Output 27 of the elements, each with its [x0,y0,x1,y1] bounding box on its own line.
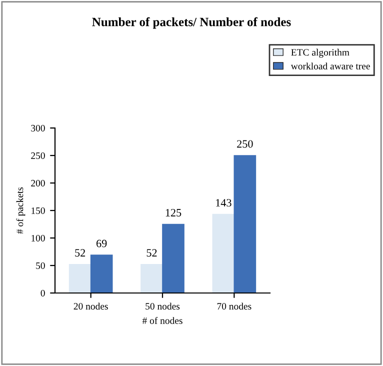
bar [212,214,235,293]
y-tick-label: 150 [32,207,45,214]
y-axis-title: # of packets [16,187,26,234]
y-tick-label: 50 [36,262,45,269]
x-tick-label: 50 nodes [146,302,180,310]
data-label: 52 [146,249,157,257]
data-label: 69 [96,240,107,248]
legend-label: workload aware tree [290,62,370,70]
bar [162,224,184,293]
y-tick-label: 250 [31,152,45,159]
bar [90,254,113,293]
y-tick-label: 100 [32,234,45,242]
data-label: 52 [75,249,86,257]
bar [140,264,163,293]
x-axis-title: # of nodes [142,316,182,324]
bar [68,264,92,293]
chart-title: Number of packets/ Number of nodes [92,17,291,29]
data-label: 125 [166,208,182,216]
data-label: 250 [237,140,253,148]
legend-label: ETC algorithm [291,48,350,58]
x-tick-label: 20 nodes [74,302,108,310]
bar [234,155,256,293]
y-tick-label: 300 [31,124,45,132]
y-tick-label: 0 [40,290,45,296]
x-tick-label: 70 nodes [217,302,252,310]
y-tick-label: 200 [31,180,45,186]
data-label: 143 [216,199,232,207]
